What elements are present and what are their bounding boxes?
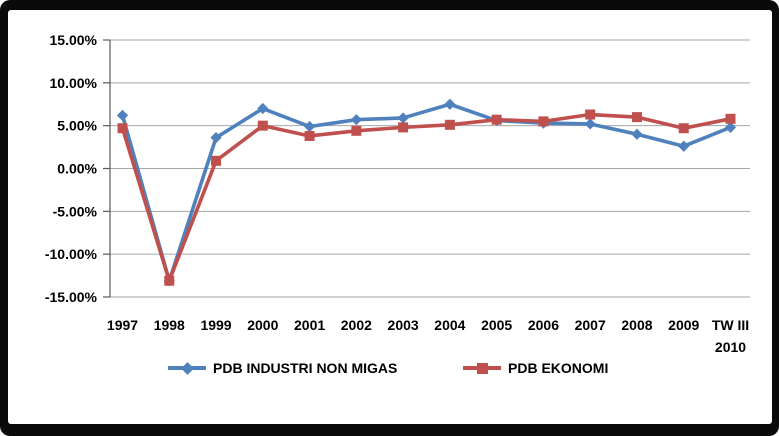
x-axis-label: TW III 2010 [712, 317, 749, 355]
legend-label-pdb-ekonomi: PDB EKONOMI [508, 360, 609, 376]
line-chart: 15.00% 10.00% 5.00% 0.00% -5.00% -10.00% -15.0… [45, 32, 750, 355]
x-axis-label: 1997 [107, 317, 138, 333]
y-axis-label: 5.00% [57, 118, 97, 134]
marker-diamond-pdb-industri-non-migas [724, 121, 737, 133]
legend-label-pdb-industri-non-migas: PDB INDUSTRI NON MIGAS [213, 360, 398, 376]
marker-square-pdb-ekonomi [257, 120, 268, 131]
y-axis-label: 15.00% [50, 32, 98, 48]
chart-legend: PDB INDUSTRI NON MIGAS PDB EKONOMI [8, 357, 772, 379]
x-axis-label: 2007 [575, 317, 606, 333]
legend-marker-square-icon [463, 361, 501, 375]
y-axis-label: -15.00% [45, 289, 98, 305]
legend-marker-diamond-icon [168, 361, 206, 375]
series-line-pdb-industri-non-migas [120, 102, 733, 283]
x-axis-label: 2009 [668, 317, 699, 333]
y-axis-label: -5.00% [53, 203, 98, 219]
x-axis-label: 2008 [621, 317, 652, 333]
marker-square-pdb-ekonomi [678, 123, 689, 134]
marker-diamond-pdb-industri-non-migas [584, 118, 596, 130]
marker-diamond-pdb-industri-non-migas [444, 98, 456, 110]
y-axis-label: 0.00% [57, 161, 97, 177]
x-axis-label: 2003 [388, 317, 419, 333]
x-axis-label: 2002 [341, 317, 372, 333]
legend-item: PDB EKONOMI [463, 357, 608, 379]
x-axis-label: 1999 [200, 317, 231, 333]
legend-item: PDB INDUSTRI NON MIGAS [168, 357, 397, 379]
marker-square-pdb-ekonomi [585, 109, 596, 120]
marker-diamond-pdb-industri-non-migas [350, 114, 362, 126]
x-axis-label: 2000 [247, 317, 278, 333]
x-axis-label: 2006 [528, 317, 559, 333]
chart-panel: 15.00% 10.00% 5.00% 0.00% -5.00% -10.00% -15.0… [8, 10, 772, 424]
x-axis-label: 2005 [481, 317, 512, 333]
marker-diamond-pdb-industri-non-migas [116, 109, 129, 121]
marker-square-pdb-ekonomi [211, 155, 222, 166]
y-axis-label: -10.00% [45, 246, 98, 262]
y-axis-label: 10.00% [50, 75, 98, 91]
marker-diamond-pdb-industri-non-migas [631, 128, 643, 140]
marker-square-pdb-ekonomi [304, 130, 315, 141]
marker-diamond-pdb-industri-non-migas [678, 140, 690, 152]
marker-square-pdb-ekonomi [631, 112, 642, 123]
x-axis-label: 1998 [154, 317, 185, 333]
marker-diamond-pdb-industri-non-migas [303, 120, 316, 133]
x-axis-label: 2001 [294, 317, 325, 333]
marker-diamond-pdb-industri-non-migas [397, 112, 409, 124]
marker-square-pdb-ekonomi [725, 113, 736, 124]
marker-diamond-pdb-industri-non-migas [210, 132, 222, 144]
x-axis-label: 2004 [434, 317, 465, 333]
marker-diamond-pdb-industri-non-migas [257, 102, 269, 115]
marker-square-pdb-ekonomi [398, 122, 409, 133]
marker-square-pdb-ekonomi [444, 119, 455, 130]
marker-square-pdb-ekonomi [351, 125, 362, 136]
marker-square-pdb-ekonomi [164, 275, 175, 286]
marker-square-pdb-ekonomi [491, 114, 502, 125]
series-line-pdb-ekonomi [120, 112, 733, 283]
marker-square-pdb-ekonomi [538, 116, 549, 127]
marker-square-pdb-ekonomi [117, 123, 128, 134]
